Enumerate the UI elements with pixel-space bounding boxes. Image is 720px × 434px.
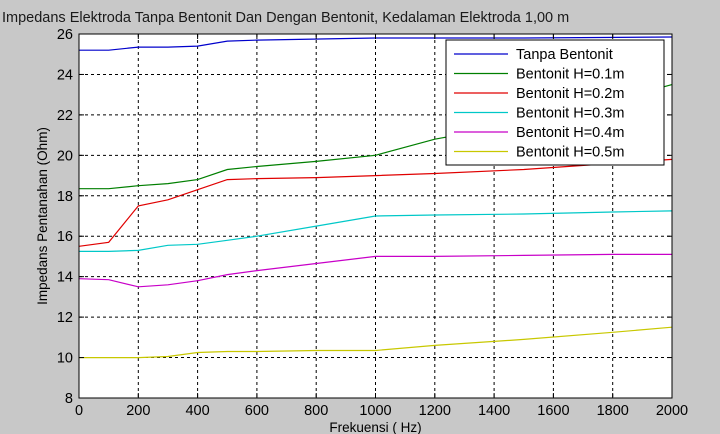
x-tick-label: 1800	[597, 403, 629, 419]
x-tick-label: 1400	[478, 403, 510, 419]
legend-entry-label: Bentonit H=0.2m	[516, 86, 624, 102]
x-tick-label: 200	[126, 403, 150, 419]
y-tick-label: 26	[57, 27, 73, 43]
legend-entry-label: Tanpa Bentonit	[516, 47, 613, 63]
series-line-4	[79, 210, 673, 252]
y-tick-label: 20	[57, 148, 73, 164]
legend-entry-label: Bentonit H=0.1m	[516, 67, 624, 83]
y-tick-label: 12	[57, 310, 73, 326]
y-axis-label: Impedans Pentanahan (Ohm)	[35, 127, 50, 305]
series-line-3	[78, 158, 673, 247]
legend-entry-label: Bentonit H=0.3m	[516, 106, 624, 122]
x-tick-label: 2000	[656, 403, 688, 419]
y-tick-label: 24	[57, 67, 73, 83]
x-tick-label: 400	[185, 403, 209, 419]
series-line-6	[79, 326, 673, 359]
legend-box	[445, 39, 665, 166]
x-tick-label: 1000	[359, 403, 391, 419]
y-tick-label: 18	[57, 189, 73, 205]
x-tick-label: 600	[245, 403, 269, 419]
legend-entry-label: Bentonit H=0.5m	[516, 145, 624, 161]
y-tick-label: 10	[57, 351, 73, 367]
x-tick-label: 0	[75, 403, 83, 419]
series-line-1	[79, 36, 673, 51]
legend: Tanpa Bentonit Bentonit H=0.1m Bentonit H=…	[445, 39, 665, 166]
y-tick-label: 8	[65, 391, 73, 407]
chart-title: Impedans Elektroda Tanpa Bentonit Dan De…	[2, 10, 569, 26]
y-tick-label: 14	[57, 270, 73, 286]
y-tick-label: 22	[57, 108, 73, 124]
tick-layer: 0 200 400 600 800 1000 1200 1400 1600 1800 2000 8 10…	[57, 27, 688, 419]
legend-entry-label: Bentonit H=0.4m	[516, 125, 624, 141]
y-tick-label: 16	[57, 229, 73, 245]
x-tick-label: 1200	[419, 403, 451, 419]
x-tick-label: 800	[304, 403, 328, 419]
x-tick-label: 1600	[537, 403, 569, 419]
x-axis-label: Frekuensi ( Hz)	[329, 420, 421, 434]
series-line-5	[78, 253, 672, 288]
